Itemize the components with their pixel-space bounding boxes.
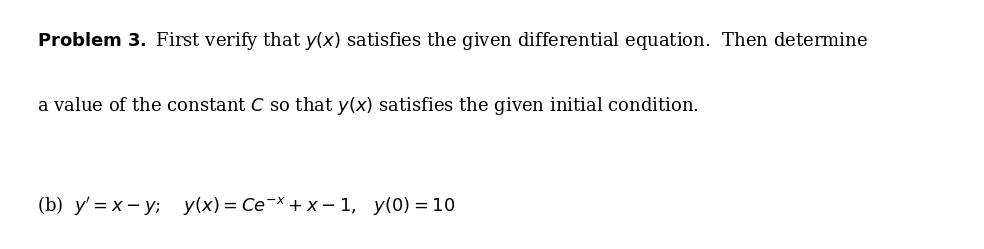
Text: a value of the constant $C$ so that $y(x)$ satisfies the given initial condition: a value of the constant $C$ so that $y(x…: [37, 95, 700, 117]
Text: $\mathbf{Problem\ 3.}$ First verify that $y(x)$ satisfies the given differential: $\mathbf{Problem\ 3.}$ First verify that…: [37, 30, 868, 52]
Text: (b)  $y' = x - y$;    $y(x) = Ce^{-x} + x - 1$,   $y(0) = 10$: (b) $y' = x - y$; $y(x) = Ce^{-x} + x - …: [37, 194, 456, 217]
